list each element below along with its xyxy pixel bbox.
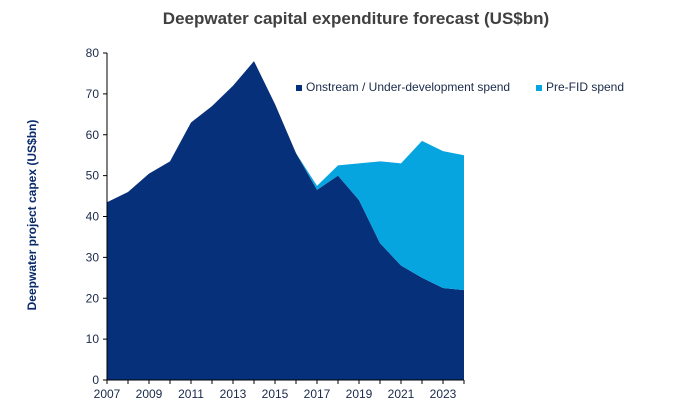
axes-group bbox=[103, 52, 465, 384]
legend-label-onstream-under-development-spend: Onstream / Under-development spend bbox=[306, 80, 510, 94]
x-tick-label: 2023 bbox=[430, 387, 457, 401]
area-pre-fid-spend bbox=[107, 61, 464, 291]
y-tick-label: 40 bbox=[86, 210, 100, 224]
y-axis-label: Deepwater project capex (US$bn) bbox=[25, 120, 39, 311]
x-tick-label: 2015 bbox=[262, 387, 289, 401]
chart-title: Deepwater capital expenditure forecast (… bbox=[163, 9, 549, 28]
y-tick-label: 10 bbox=[86, 332, 100, 346]
y-tick-label: 80 bbox=[86, 46, 100, 60]
legend-label-pre-fid-spend: Pre-FID spend bbox=[546, 80, 624, 94]
y-tick-labels: 0 10 20 30 40 50 60 70 80 bbox=[86, 46, 100, 387]
legend-swatch-onstream-under-development-spend bbox=[296, 85, 302, 91]
y-tick-label: 70 bbox=[86, 87, 100, 101]
y-tick-label: 50 bbox=[86, 169, 100, 183]
x-tick-label: 2009 bbox=[136, 387, 163, 401]
x-tick-label: 2019 bbox=[346, 387, 373, 401]
x-tick-labels: 2007 2009 2011 2013 2015 2017 2019 2021 2023 bbox=[94, 387, 457, 401]
x-tick-label: 2017 bbox=[304, 387, 331, 401]
area-onstream-under-development-spend bbox=[107, 61, 464, 381]
legend-swatch-pre-fid-spend bbox=[536, 85, 542, 91]
y-tick-label: 60 bbox=[86, 128, 100, 142]
x-tick-label: 2013 bbox=[220, 387, 247, 401]
y-tick-label: 0 bbox=[92, 373, 99, 387]
x-tick-label: 2007 bbox=[94, 387, 121, 401]
area-series-group bbox=[107, 61, 464, 381]
y-tick-label: 30 bbox=[86, 250, 100, 264]
legend: Onstream / Under-development spend Pre-FI… bbox=[296, 80, 624, 94]
y-tick-label: 20 bbox=[86, 291, 100, 305]
x-tick-label: 2011 bbox=[178, 387, 204, 401]
x-tick-label: 2021 bbox=[388, 387, 415, 401]
